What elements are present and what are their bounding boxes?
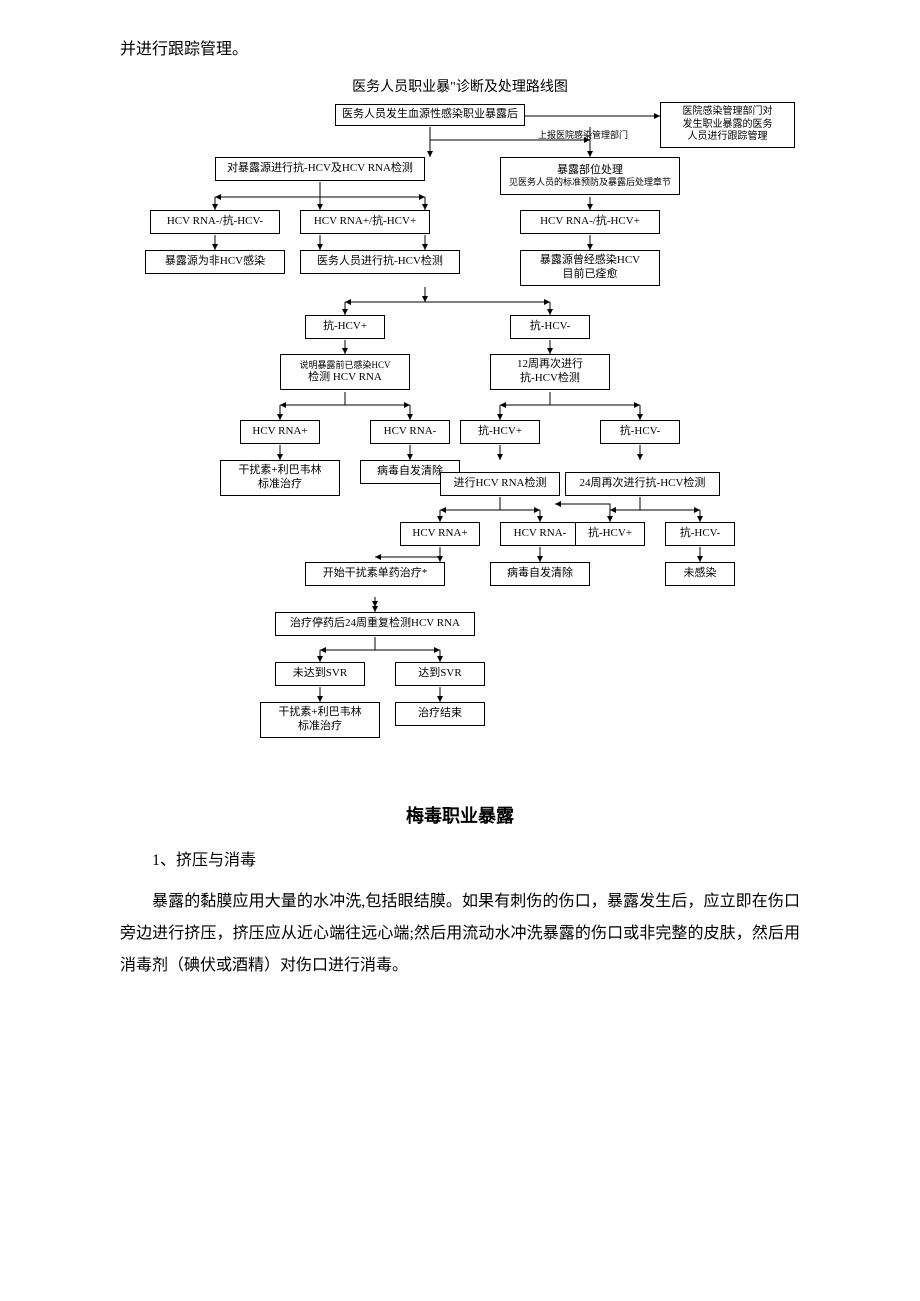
node-neg3: 抗-HCV- [665,522,735,546]
node-rna-pos2: HCV RNA+ [400,522,480,546]
node-tx-end: 治疗结束 [395,702,485,726]
node-std-tx: 干扰素+利巴韦林标准治疗 [220,460,340,496]
node-site-sub: 见医务人员的标准预防及暴露后处理章节 [509,177,671,188]
node-neg1: 抗-HCV- [510,315,590,339]
node-uninf: 未感染 [665,562,735,586]
node-start: 医务人员发生血源性感染职业暴露后 [335,104,525,126]
node-std-tx2: 干扰素+利巴韦林标准治疗 [260,702,380,738]
node-rna-neg2: HCV RNA- [500,522,580,546]
flowchart: 医务人员发生血源性感染职业暴露后 上报医院感染管理部门 医院感染管理部门对发生职… [120,102,800,792]
node-12w: 12周再次进行抗-HCV检测 [490,354,610,390]
node-non: 暴露源为非HCV感染 [145,250,285,274]
node-no-svr: 未达到SVR [275,662,365,686]
node-staff-test: 医务人员进行抗-HCV检测 [300,250,460,274]
node-r1a: HCV RNA-/抗-HCV- [150,210,280,234]
node-pos3: 抗-HCV+ [575,522,645,546]
node-ifn-mono: 开始干扰素单药治疗* [305,562,445,586]
flowchart-arrows [120,102,800,792]
node-pos1: 抗-HCV+ [305,315,385,339]
node-site-title: 暴露部位处理 [557,164,623,178]
node-retest24: 治疗停药后24周重复检测HCV RNA [275,612,475,636]
section2-subhead: 1、挤压与消毒 [120,846,800,870]
intro-paragraph: 并进行跟踪管理。 [120,36,800,64]
node-test-source: 对暴露源进行抗-HCV及HCV RNA检测 [215,157,425,181]
node-neg2: 抗-HCV- [600,420,680,444]
node-do-rna: 进行HCV RNA检测 [440,472,560,496]
node-r1b: HCV RNA+/抗-HCV+ [300,210,430,234]
node-past: 暴露源曾经感染HCV目前已痊愈 [520,250,660,286]
node-site: 暴露部位处理 见医务人员的标准预防及暴露后处理章节 [500,157,680,195]
node-pos2: 抗-HCV+ [460,420,540,444]
label-report: 上报医院感染管理部门 [538,128,628,141]
section2-title: 梅毒职业暴露 [120,802,800,828]
node-rna-pos: HCV RNA+ [240,420,320,444]
node-24w: 24周再次进行抗-HCV检测 [565,472,720,496]
node-explain-line1: 说明暴露前已感染HCV [299,360,390,371]
node-explain-line2: 检测 HCV RNA [308,371,382,385]
node-r1c: HCV RNA-/抗-HCV+ [520,210,660,234]
node-clear2: 病毒自发清除 [490,562,590,586]
node-explain: 说明暴露前已感染HCV 检测 HCV RNA [280,354,410,390]
page-root: 并进行跟踪管理。 医务人员职业暴"诊断及处理路线图 [0,0,920,1301]
node-mgmt: 医院感染管理部门对发生职业暴露的医务人员进行跟踪管理 [660,102,795,148]
node-rna-neg: HCV RNA- [370,420,450,444]
section2-paragraph: 暴露的黏膜应用大量的水冲洗,包括眼结膜。如果有刺伤的伤口，暴露发生后，应立即在伤… [120,886,800,982]
node-svr: 达到SVR [395,662,485,686]
diagram-title: 医务人员职业暴"诊断及处理路线图 [120,76,800,96]
